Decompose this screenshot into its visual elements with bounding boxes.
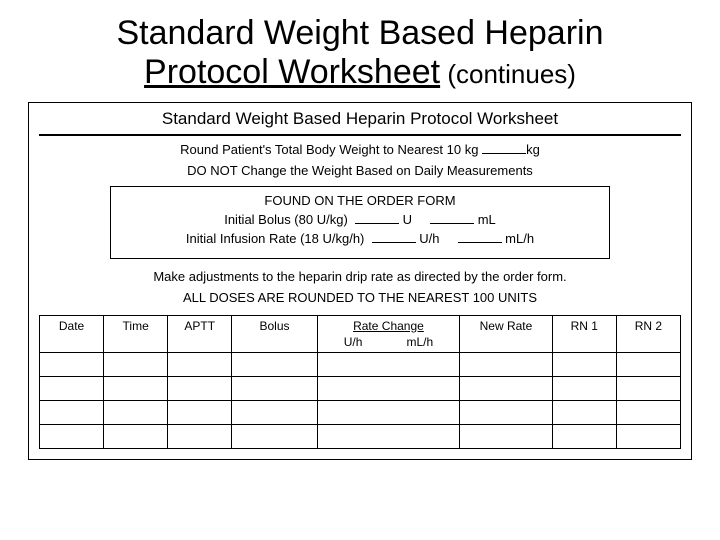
bolus-label: Initial Bolus (80 U/kg) [224, 212, 348, 227]
table-row [40, 352, 681, 376]
table-cell[interactable] [317, 352, 459, 376]
table-cell[interactable] [40, 400, 104, 424]
th-rn2: RN 2 [616, 315, 680, 352]
th-rate-sub-mlh: mL/h [406, 335, 433, 349]
th-aptt: APTT [168, 315, 232, 352]
bolus-unit-u: U [403, 212, 412, 227]
table-cell[interactable] [232, 352, 317, 376]
th-time: Time [104, 315, 168, 352]
weight-prefix: Round Patient's Total Body Weight to Nea… [180, 142, 482, 157]
bolus-unit-ml: mL [478, 212, 496, 227]
weight-rounding-line: Round Patient's Total Body Weight to Nea… [39, 142, 681, 157]
table-cell[interactable] [616, 352, 680, 376]
initial-infusion-row: Initial Infusion Rate (18 U/kg/h) U/h mL… [121, 231, 600, 246]
order-caption: FOUND ON THE ORDER FORM [121, 193, 600, 208]
infusion-unit-mlh: mL/h [505, 231, 534, 246]
slide: Standard Weight Based Heparin Protocol W… [0, 0, 720, 540]
table-cell[interactable] [317, 424, 459, 448]
table-body [40, 352, 681, 448]
infusion-blank-mlh[interactable] [458, 232, 502, 242]
table-cell[interactable] [168, 376, 232, 400]
table-cell[interactable] [460, 376, 553, 400]
title-continues: (continues) [440, 59, 576, 89]
divider [39, 134, 681, 136]
table-cell[interactable] [104, 400, 168, 424]
table-header-row: Date Time APTT Bolus Rate Change U/h mL/… [40, 315, 681, 352]
table-cell[interactable] [104, 376, 168, 400]
table-cell[interactable] [40, 352, 104, 376]
weight-suffix: kg [526, 142, 540, 157]
bolus-blank-ml[interactable] [430, 213, 474, 223]
rounding-note: ALL DOSES ARE ROUNDED TO THE NEAREST 100… [39, 290, 681, 305]
adjustment-note: Make adjustments to the heparin drip rat… [39, 269, 681, 284]
table-cell[interactable] [168, 424, 232, 448]
bolus-blank-u[interactable] [355, 213, 399, 223]
table-cell[interactable] [168, 352, 232, 376]
initial-bolus-row: Initial Bolus (80 U/kg) U mL [121, 212, 600, 227]
table-cell[interactable] [40, 376, 104, 400]
no-change-line: DO NOT Change the Weight Based on Daily … [39, 163, 681, 178]
table-cell[interactable] [232, 376, 317, 400]
table-cell[interactable] [552, 400, 616, 424]
th-rn1: RN 1 [552, 315, 616, 352]
th-rate-change: Rate Change U/h mL/h [317, 315, 459, 352]
order-form-box: FOUND ON THE ORDER FORM Initial Bolus (8… [110, 186, 611, 259]
table-cell[interactable] [616, 424, 680, 448]
worksheet-box: Standard Weight Based Heparin Protocol W… [28, 102, 692, 460]
th-date: Date [40, 315, 104, 352]
worksheet-subheader: Standard Weight Based Heparin Protocol W… [39, 109, 681, 132]
table-cell[interactable] [317, 400, 459, 424]
title-line1: Standard Weight Based Heparin [116, 14, 603, 52]
table-cell[interactable] [616, 376, 680, 400]
table-cell[interactable] [232, 400, 317, 424]
table-cell[interactable] [317, 376, 459, 400]
table-cell[interactable] [552, 424, 616, 448]
table-cell[interactable] [104, 352, 168, 376]
table-row [40, 376, 681, 400]
th-bolus: Bolus [232, 315, 317, 352]
table-cell[interactable] [460, 424, 553, 448]
infusion-label: Initial Infusion Rate (18 U/kg/h) [186, 231, 364, 246]
th-rate-sub-uh: U/h [344, 335, 363, 349]
table-cell[interactable] [552, 376, 616, 400]
table-cell[interactable] [460, 400, 553, 424]
weight-blank[interactable] [482, 143, 526, 153]
slide-title: Standard Weight Based Heparin Protocol W… [28, 14, 692, 92]
table-cell[interactable] [552, 352, 616, 376]
th-new-rate: New Rate [460, 315, 553, 352]
table-cell[interactable] [168, 400, 232, 424]
table-cell[interactable] [616, 400, 680, 424]
table-row [40, 424, 681, 448]
table-row [40, 400, 681, 424]
table-cell[interactable] [104, 424, 168, 448]
table-cell[interactable] [232, 424, 317, 448]
infusion-blank-uh[interactable] [372, 232, 416, 242]
th-rate-title: Rate Change [322, 319, 455, 333]
infusion-unit-uh: U/h [419, 231, 439, 246]
dose-table: Date Time APTT Bolus Rate Change U/h mL/… [39, 315, 681, 449]
table-cell[interactable] [40, 424, 104, 448]
title-line2-underline: Protocol Worksheet [144, 53, 440, 91]
table-cell[interactable] [460, 352, 553, 376]
